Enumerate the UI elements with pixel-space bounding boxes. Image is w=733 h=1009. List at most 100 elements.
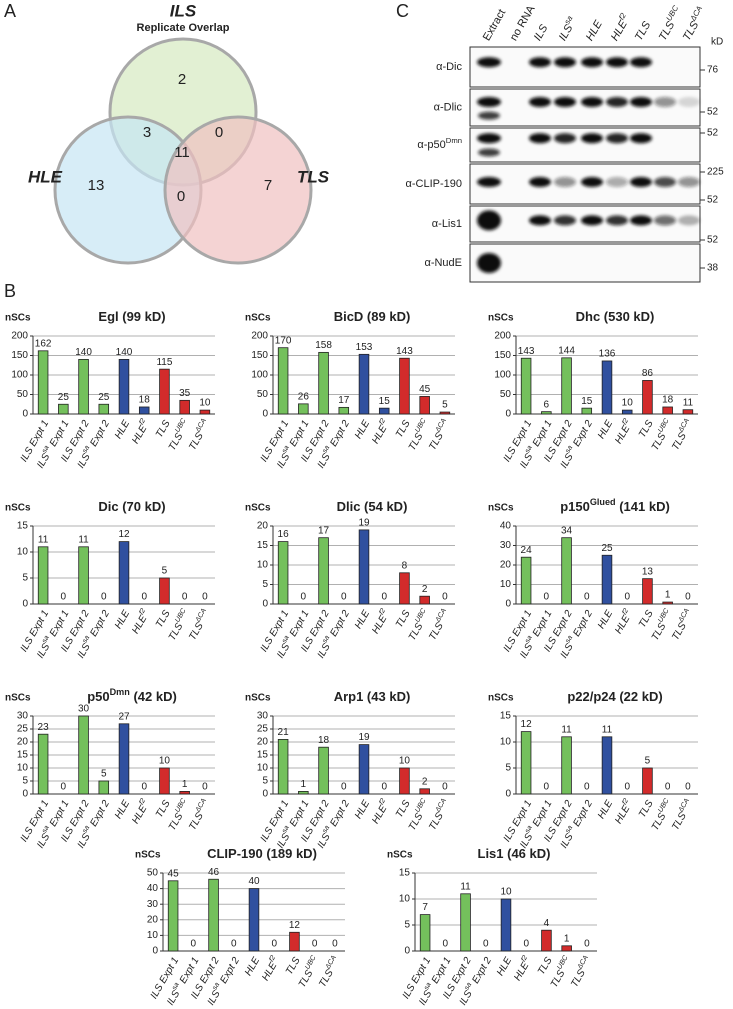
- blot-band: [477, 253, 501, 273]
- blot-frame: [469, 46, 701, 88]
- x-tick-label: HLEf2: [259, 955, 282, 983]
- chart-title: p150Glued (141 kD): [560, 497, 670, 514]
- x-tick-label-part: Expt 2: [570, 608, 595, 641]
- value-label: 27: [118, 711, 130, 722]
- x-tick-label-part: sa: [464, 982, 474, 992]
- value-label: 0: [312, 939, 318, 950]
- value-label: 19: [358, 732, 370, 743]
- x-tick-label-part: ΔCA: [576, 954, 590, 971]
- x-tick-label-part: Expt 2: [327, 608, 352, 641]
- x-tick-label-part: ΔCA: [434, 417, 448, 434]
- x-tick-label-part: UBC: [415, 607, 429, 624]
- x-tick-label-part: Expt 2: [87, 608, 112, 641]
- blot-band: [477, 177, 501, 187]
- y-tick-label: 150: [494, 350, 511, 361]
- blot-row-label-part: α-Dlic: [434, 101, 463, 113]
- venn-count: 0: [177, 188, 185, 205]
- bar: [58, 403, 69, 415]
- x-tick-label: TLSΔCA: [186, 607, 213, 642]
- x-tick-label-part: TLS: [670, 431, 689, 453]
- y-axis-label: nSCs: [245, 313, 271, 324]
- x-tick-label-part: ILS: [35, 451, 52, 470]
- x-tick-label-part: sa: [82, 445, 92, 455]
- chart-title-part: p50: [87, 689, 109, 704]
- x-tick-label-part: ILS: [275, 451, 292, 470]
- blot-row-label: α-CLIP-190: [406, 178, 463, 190]
- value-label: 24: [521, 545, 533, 556]
- value-label: 1: [665, 590, 671, 601]
- x-tick-label: HLEf2: [511, 955, 534, 983]
- x-tick-label-part: ΔCA: [677, 417, 691, 434]
- x-tick-label-part: TLS: [154, 798, 173, 820]
- y-tick-label: 30: [147, 899, 159, 910]
- chart-title-part: CLIP-190 (189 kD): [207, 846, 317, 861]
- x-tick-label-part: HLE: [370, 423, 389, 446]
- y-tick-label: 150: [11, 350, 28, 361]
- value-label: 140: [75, 347, 92, 358]
- chart-title: p50Dmn (42 kD): [87, 687, 177, 704]
- value-label: 10: [622, 398, 634, 409]
- y-tick-label: 0: [22, 789, 28, 800]
- y-axis-label: nSCs: [5, 313, 31, 324]
- blot-band: [606, 215, 628, 226]
- value-label: 153: [356, 342, 373, 353]
- panel-label: B: [4, 281, 16, 301]
- value-label: 0: [332, 939, 338, 950]
- x-tick-label-part: HLE: [243, 955, 262, 978]
- x-tick-label-part: HLE: [596, 608, 615, 631]
- bar: [159, 577, 170, 605]
- value-label: 34: [561, 525, 573, 536]
- bar: [520, 357, 532, 415]
- value-label: 8: [402, 560, 408, 571]
- blot-row-label: α-Lis1: [432, 218, 462, 230]
- bar: [520, 556, 532, 605]
- value-label: 18: [662, 395, 674, 406]
- chart-title-part: Arp1 (43 kD): [334, 689, 411, 704]
- y-tick-label: 25: [17, 724, 29, 735]
- x-tick-label: HLE: [596, 608, 615, 631]
- y-tick-label: 10: [257, 560, 269, 571]
- y-tick-label: 5: [404, 920, 410, 931]
- x-tick-label-part: HLE: [130, 803, 149, 826]
- x-tick-label-part: UBC: [175, 607, 189, 624]
- bar: [199, 409, 211, 415]
- lane-label-part: TLS: [657, 19, 678, 43]
- chart-title: Arp1 (43 kD): [334, 689, 411, 704]
- blot-band: [477, 133, 501, 144]
- chart-title-part: Dic (70 kD): [98, 499, 165, 514]
- value-label: 115: [156, 357, 172, 368]
- chart-title: BicD (89 kD): [334, 309, 411, 324]
- x-tick-label-part: sa: [82, 825, 92, 835]
- x-tick-label: HLE: [113, 418, 132, 441]
- chart-title-part: p22/p24 (22 kD): [567, 689, 662, 704]
- y-tick-label: 50: [257, 389, 269, 400]
- value-label: 0: [584, 939, 590, 950]
- blot-row-label: α-Dlic: [434, 101, 463, 113]
- bar: [37, 733, 49, 795]
- x-tick-label: TLSΔCA: [426, 607, 453, 642]
- value-label: 5: [162, 566, 168, 577]
- x-tick-label-part: ΔCA: [677, 797, 691, 814]
- bar: [318, 746, 329, 795]
- panel-label: C: [396, 1, 409, 21]
- value-label: 2: [422, 584, 428, 595]
- x-tick-label-part: TLS: [536, 955, 555, 977]
- x-tick-label-part: f2: [379, 608, 388, 617]
- blot-band: [477, 210, 501, 231]
- x-tick-label-part: HLE: [596, 798, 615, 821]
- value-label: 136: [599, 349, 616, 360]
- blot-band: [606, 133, 628, 144]
- bar: [37, 350, 49, 415]
- x-tick-label-part: Expt 2: [87, 798, 112, 831]
- x-tick-label-part: TLS: [154, 418, 173, 440]
- blot-band: [581, 177, 603, 187]
- x-tick-label: HLE: [113, 608, 132, 631]
- blot-band: [529, 177, 551, 187]
- x-tick-label-part: ΔCA: [194, 607, 208, 624]
- venn-count: 7: [264, 177, 272, 194]
- lane-label-part: HLE: [609, 18, 630, 43]
- bar: [318, 351, 329, 415]
- value-label: 25: [601, 543, 613, 554]
- value-label: 0: [624, 592, 630, 603]
- y-tick-label: 10: [17, 763, 29, 774]
